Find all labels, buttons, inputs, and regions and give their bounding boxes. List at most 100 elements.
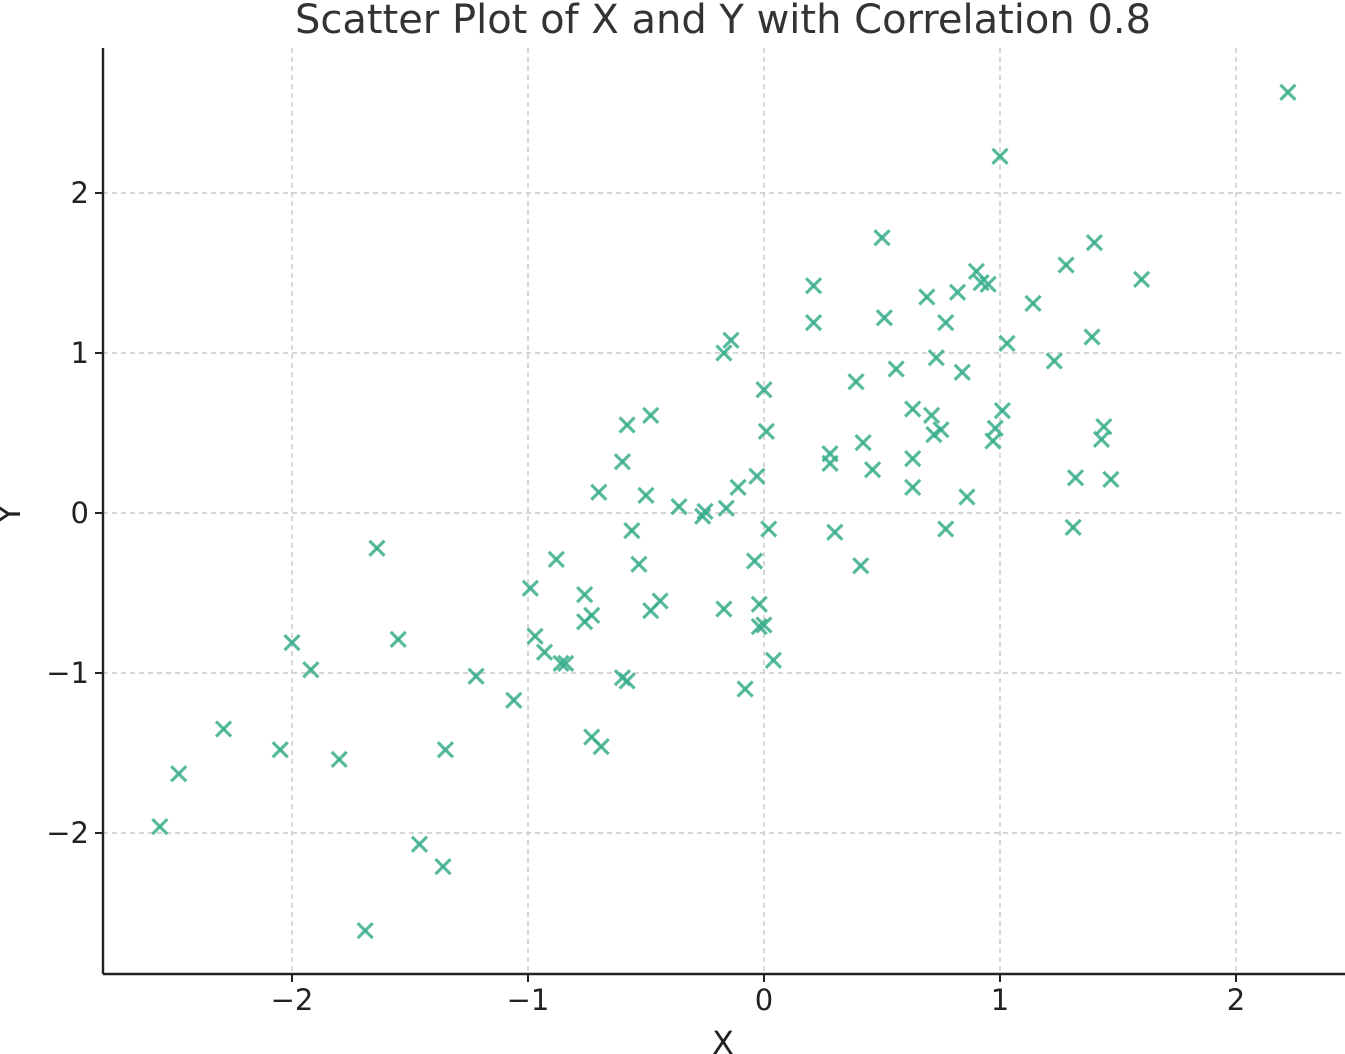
data-point <box>590 483 608 501</box>
data-point <box>904 449 922 468</box>
data-point <box>302 661 320 679</box>
data-point <box>863 461 882 479</box>
data-point <box>592 737 610 756</box>
data-point <box>904 400 922 418</box>
data-point <box>852 557 870 575</box>
x-tick-label: 1 <box>991 983 1009 1017</box>
data-point <box>953 363 971 381</box>
data-point <box>991 147 1009 165</box>
data-point <box>847 373 865 391</box>
data-point <box>1102 470 1120 489</box>
chart-title: Scatter Plot of X and Y with Correlation… <box>295 0 1151 43</box>
data-point <box>887 360 905 378</box>
data-points <box>151 83 1297 940</box>
data-point <box>755 381 773 399</box>
data-point <box>745 552 764 570</box>
data-point <box>618 416 636 434</box>
data-point <box>576 585 594 604</box>
data-point <box>1064 518 1082 537</box>
data-point <box>804 277 823 295</box>
data-point <box>356 921 374 940</box>
data-point <box>875 309 893 327</box>
y-axis-ticks: −2 −1 0 1 2 <box>46 176 103 850</box>
data-point <box>1095 417 1113 436</box>
grid-lines <box>103 48 1345 974</box>
data-point <box>330 750 348 769</box>
data-point <box>623 521 641 540</box>
data-point <box>436 741 455 759</box>
data-point <box>618 672 636 690</box>
data-point <box>151 817 169 836</box>
data-point <box>984 432 1002 450</box>
data-point <box>927 349 945 367</box>
data-point <box>1085 233 1104 252</box>
data-point <box>715 600 733 618</box>
data-point <box>804 313 823 332</box>
data-point <box>760 520 778 538</box>
data-point <box>642 601 660 620</box>
data-point <box>368 539 386 557</box>
data-point <box>670 497 688 516</box>
data-point <box>958 488 976 506</box>
data-point <box>283 633 301 652</box>
data-point <box>918 288 936 306</box>
data-point <box>948 283 967 301</box>
data-point <box>736 680 754 698</box>
y-tick-label: 1 <box>71 336 89 370</box>
y-tick-label: 0 <box>71 496 89 530</box>
data-point <box>389 630 407 649</box>
data-point <box>750 595 768 613</box>
data-point <box>694 507 712 525</box>
data-point <box>521 579 539 597</box>
data-point <box>993 401 1011 420</box>
data-point <box>937 520 955 538</box>
data-point <box>922 406 941 425</box>
data-point <box>873 229 891 247</box>
data-point <box>986 419 1004 437</box>
x-axis-label: X <box>712 1024 734 1054</box>
data-point <box>1045 352 1063 370</box>
data-point <box>1092 430 1111 449</box>
data-point <box>1057 256 1075 274</box>
y-axis-label: Y <box>0 504 28 525</box>
data-point <box>410 835 429 853</box>
data-point <box>826 523 844 541</box>
data-point <box>637 486 655 505</box>
data-point <box>925 425 943 444</box>
data-point <box>526 627 544 645</box>
data-point <box>505 691 523 709</box>
data-point <box>757 422 775 441</box>
data-point <box>557 654 575 673</box>
data-point <box>434 857 452 876</box>
data-point <box>937 313 955 332</box>
x-tick-label: 2 <box>1227 983 1245 1017</box>
x-tick-label: −2 <box>271 983 314 1017</box>
data-point <box>214 720 233 738</box>
data-point <box>979 275 997 293</box>
data-point <box>535 643 554 661</box>
x-tick-label: 0 <box>755 983 773 1017</box>
y-tick-label: 2 <box>71 176 89 210</box>
data-point <box>576 613 594 631</box>
data-point <box>748 467 766 485</box>
data-point <box>854 433 872 452</box>
data-point <box>170 765 188 783</box>
data-point <box>998 334 1016 353</box>
data-point <box>904 478 922 497</box>
data-point <box>821 454 839 473</box>
data-point <box>755 616 773 634</box>
y-tick-label: −1 <box>46 656 89 690</box>
data-point <box>271 741 289 759</box>
x-tick-label: −1 <box>507 983 550 1017</box>
y-tick-label: −2 <box>46 816 89 850</box>
x-axis-ticks: −2 −1 0 1 2 <box>271 974 1245 1017</box>
data-point <box>1132 270 1151 289</box>
data-point <box>552 654 570 673</box>
data-point <box>467 667 485 685</box>
data-point <box>1083 328 1101 346</box>
data-point <box>642 406 660 425</box>
data-point <box>547 550 565 569</box>
data-point <box>750 617 768 636</box>
data-point <box>1024 294 1042 313</box>
